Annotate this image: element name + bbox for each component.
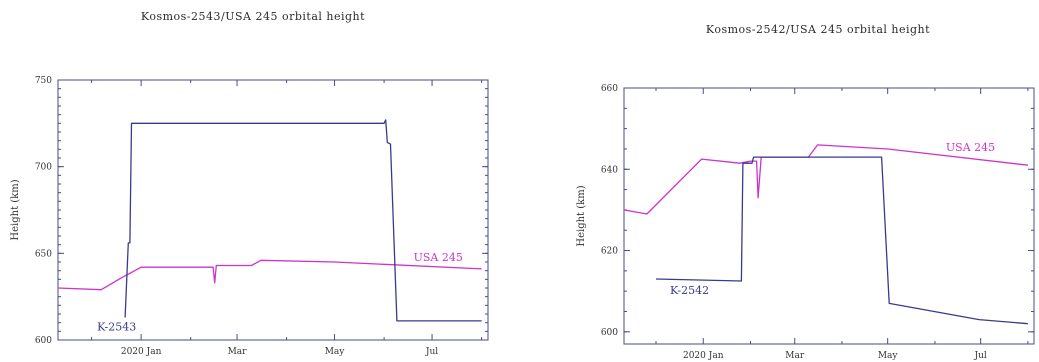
- x-tick-label: 2020 Jan: [121, 347, 162, 357]
- x-tick-label: Mar: [785, 351, 805, 361]
- series-line-k-2542: [655, 156, 1028, 325]
- x-tick-label: May: [325, 347, 346, 357]
- x-tick-label: Jul: [974, 351, 987, 361]
- y-tick-label: 600: [35, 336, 52, 346]
- y-tick-label: 650: [35, 249, 52, 259]
- x-tick-label: 2020 Jan: [683, 351, 724, 361]
- y-tick-label: 660: [601, 84, 618, 94]
- chart-panel-1: Kosmos-2543/USA 245 orbital height 600 650…: [10, 10, 489, 357]
- series-line-usa-245: [623, 144, 1028, 215]
- series-line-usa-245: [57, 259, 482, 291]
- y-tick-label: 640: [601, 165, 618, 175]
- x-tick-label: Jul: [425, 347, 438, 357]
- y-axis-label: Height (km): [576, 185, 587, 246]
- y-tick-label: 620: [601, 247, 618, 257]
- y-tick-label: 600: [601, 328, 618, 338]
- x-tick-label: Mar: [228, 347, 248, 357]
- chart-panel-2: Kosmos-2542/USA 245 orbital height 600 620…: [576, 23, 1035, 361]
- series-line-k-2543: [124, 119, 482, 322]
- x-tick-label: May: [878, 351, 899, 361]
- series-label: K-2542: [670, 284, 709, 297]
- series-label: USA 245: [414, 251, 463, 264]
- series-label: K-2543: [97, 320, 136, 333]
- chart-title: Kosmos-2542/USA 245 orbital height: [706, 23, 930, 36]
- chart-title: Kosmos-2543/USA 245 orbital height: [141, 10, 365, 23]
- y-tick-label: 700: [35, 163, 52, 173]
- plot-frame: [57, 79, 489, 341]
- plot-frame: [623, 87, 1035, 345]
- y-axis-label: Height (km): [10, 179, 21, 240]
- y-tick-label: 750: [35, 76, 52, 86]
- series-label: USA 245: [946, 141, 995, 154]
